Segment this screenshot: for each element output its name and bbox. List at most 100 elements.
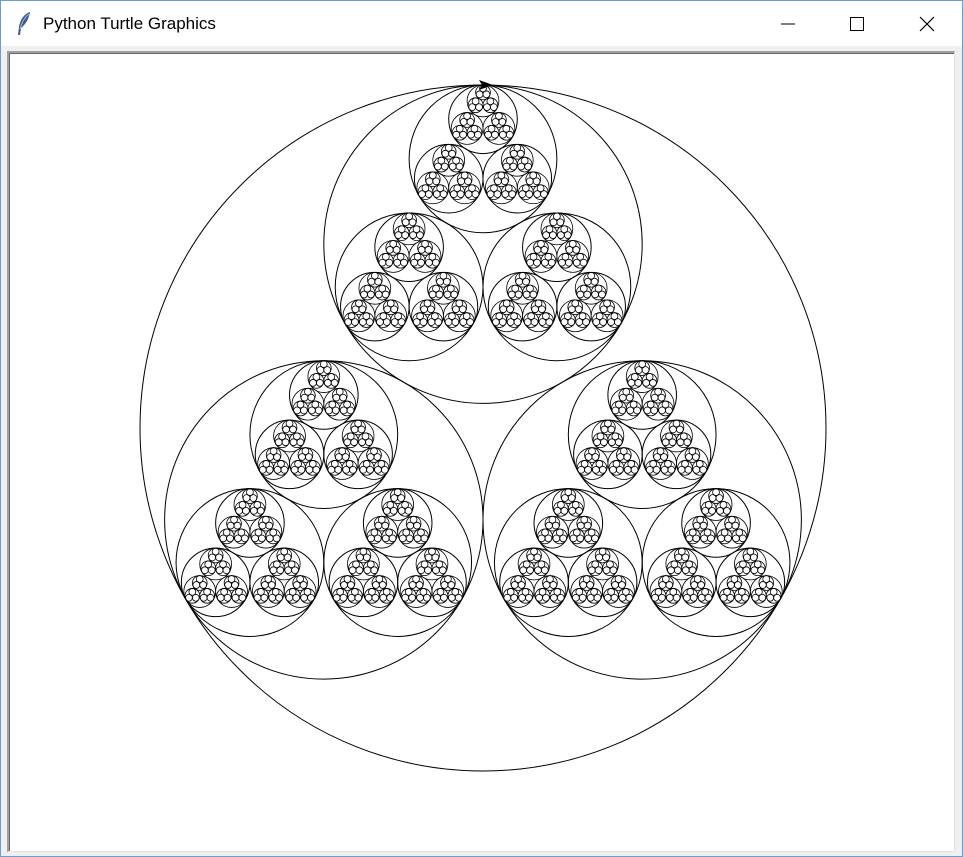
fractal-circle xyxy=(746,547,755,556)
fractal-circle xyxy=(734,593,743,602)
fractal-circle xyxy=(206,593,215,602)
fractal-circle xyxy=(284,566,293,575)
fractal-circle xyxy=(379,312,388,320)
fractal-circle xyxy=(573,528,581,537)
fractal-circle xyxy=(451,588,460,596)
fractal-circle xyxy=(355,299,363,308)
fractal-circle xyxy=(685,560,693,569)
fractal-circle xyxy=(576,521,585,530)
fractal-circle xyxy=(216,593,225,602)
fractal-circle xyxy=(520,156,529,165)
fractal-circle xyxy=(559,534,568,543)
fractal-circle xyxy=(531,305,539,314)
fractal-circle xyxy=(435,290,444,299)
fractal-circle xyxy=(316,379,324,387)
fractal-circle xyxy=(493,190,502,198)
fractal-circle xyxy=(219,534,228,543)
fractal-circle xyxy=(594,566,603,575)
fractal-circle xyxy=(462,312,471,320)
fractal-circle xyxy=(565,246,574,254)
fractal-circle xyxy=(283,553,292,562)
fractal-circle xyxy=(762,575,771,583)
fractal-circle xyxy=(688,447,697,455)
minimize-button[interactable] xyxy=(753,1,823,46)
fractal-circle xyxy=(298,453,306,461)
fractal-circle xyxy=(580,460,589,468)
fractal-circle xyxy=(707,534,715,543)
fractal-circle xyxy=(188,588,197,596)
fractal-circle xyxy=(394,312,402,320)
fractal-circle xyxy=(662,575,670,583)
fractal-circle xyxy=(342,465,350,474)
fractal-circle xyxy=(211,547,220,556)
fractal-circle xyxy=(604,419,612,428)
fractal-circle xyxy=(347,312,356,320)
fractal-circle xyxy=(673,566,682,575)
fractal-circle xyxy=(474,130,482,139)
fractal-circle xyxy=(584,453,593,461)
fractal-circle xyxy=(518,593,526,602)
fractal-circle xyxy=(502,299,511,308)
fractal-circle xyxy=(598,547,607,556)
feather-icon[interactable] xyxy=(15,11,33,37)
fractal-circle xyxy=(272,534,281,543)
fractal-circle xyxy=(385,528,393,537)
fractal-circle xyxy=(502,162,511,171)
fractal-circle xyxy=(650,406,658,415)
fractal-circle xyxy=(471,190,480,198)
close-button[interactable] xyxy=(892,1,962,46)
title-bar[interactable]: Python Turtle Graphics xyxy=(1,1,962,46)
fractal-circle xyxy=(750,566,759,575)
fractal-circle xyxy=(331,406,340,415)
fractal-circle xyxy=(611,406,620,415)
fractal-circle xyxy=(437,156,446,165)
fractal-circle xyxy=(366,560,375,569)
fractal-circle xyxy=(660,465,669,474)
fractal-circle xyxy=(486,97,495,106)
fractal-circle xyxy=(401,218,410,227)
fractal-circle xyxy=(567,318,576,326)
fractal-circle xyxy=(625,393,634,402)
fractal-circle xyxy=(643,406,652,415)
fractal-circle xyxy=(492,318,500,326)
fractal-circle xyxy=(393,488,402,496)
fractal-circle xyxy=(556,593,565,602)
fractal-circle xyxy=(696,515,704,524)
fractal-circle xyxy=(314,406,323,415)
fractal-circle xyxy=(265,534,274,543)
fractal-circle xyxy=(305,465,314,474)
fractal-circle xyxy=(352,560,360,569)
fractal-circle xyxy=(571,501,580,509)
fractal-circle xyxy=(340,581,348,589)
fractal-circle xyxy=(433,593,441,602)
fractal-circle xyxy=(420,305,428,314)
fractal-circle xyxy=(610,312,619,320)
fractal-circle xyxy=(618,406,627,415)
fractal-circle xyxy=(419,318,428,326)
fractal-circle xyxy=(385,258,394,267)
fractal-circle xyxy=(299,581,308,589)
fractal-circle xyxy=(545,225,554,234)
fractal-circle xyxy=(503,593,512,602)
fractal-circle xyxy=(611,581,619,589)
fractal-circle xyxy=(665,432,673,441)
fractal-circle xyxy=(568,507,577,515)
fractal-circle xyxy=(627,460,636,468)
fractal-circle xyxy=(451,318,460,326)
fractal-circle xyxy=(381,290,390,299)
fractal-circle xyxy=(215,566,224,575)
fractal-circle xyxy=(547,258,556,267)
fractal-circle xyxy=(338,447,347,455)
fractal-circle xyxy=(600,438,608,447)
turtle-canvas[interactable] xyxy=(7,51,955,852)
fractal-circle xyxy=(517,162,526,171)
fractal-circle xyxy=(506,156,514,165)
fractal-circle xyxy=(358,438,366,447)
fractal-circle xyxy=(521,184,530,193)
fractal-circle xyxy=(630,465,639,474)
fractal-circle xyxy=(235,507,243,515)
fractal-circle xyxy=(716,507,724,515)
maximize-button[interactable] xyxy=(822,1,892,46)
fractal-circle xyxy=(397,494,405,502)
fractal-circle xyxy=(506,318,515,326)
